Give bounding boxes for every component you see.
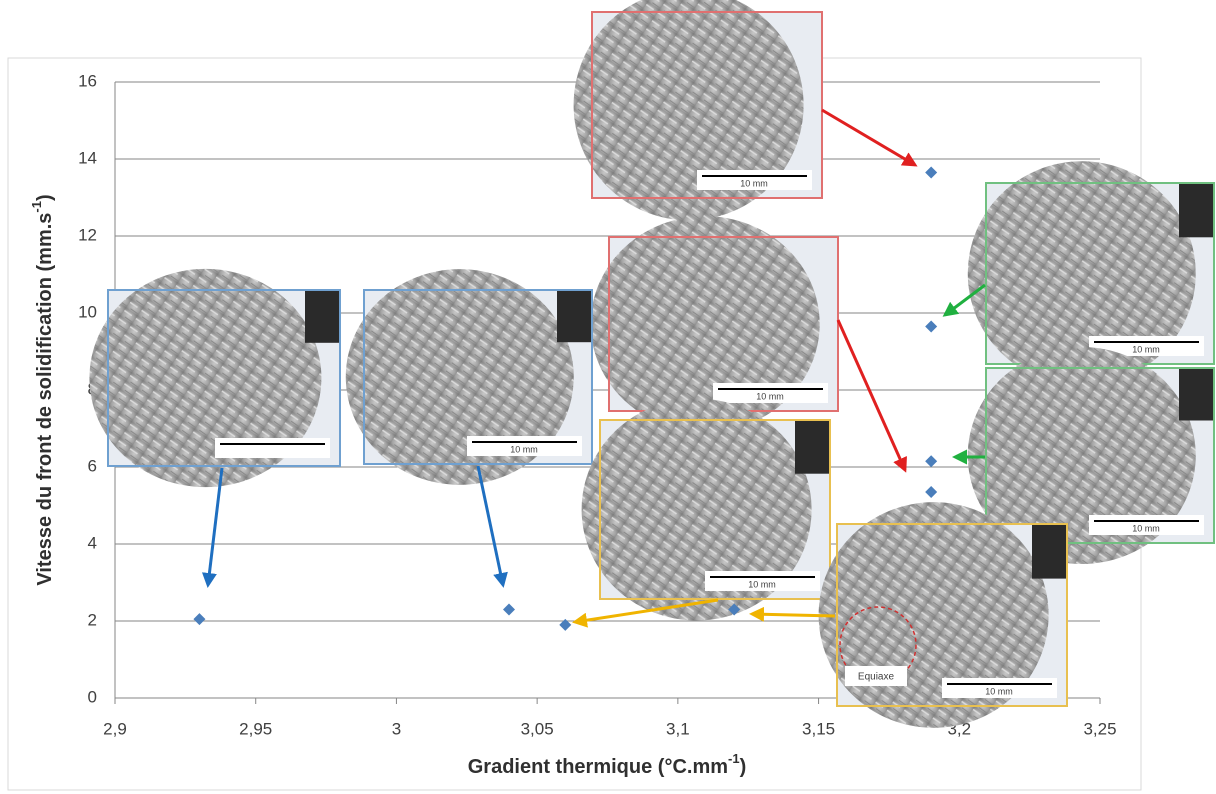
micrograph: 10 mm	[573, 0, 823, 221]
data-point	[925, 455, 938, 468]
scale-label: 10 mm	[1132, 523, 1160, 533]
micrograph: 10 mm	[967, 347, 1215, 564]
y-tick-label: 14	[78, 148, 97, 167]
x-axis-title: Gradient thermique (°C.mm-1)	[468, 751, 747, 778]
y-tick-label: 4	[88, 533, 97, 552]
micrograph-sample	[967, 347, 1196, 564]
scale-box	[215, 438, 330, 458]
scale-label: 10 mm	[756, 391, 784, 401]
arrow	[201, 467, 224, 588]
micrograph-shadow	[795, 420, 830, 474]
data-point	[193, 613, 206, 626]
micrograph-sample	[967, 161, 1196, 386]
y-tick-label: 0	[88, 687, 97, 706]
micrograph-frame	[985, 367, 1215, 544]
equiaxe-label: Equiaxe	[858, 672, 895, 683]
micrograph: 10 mm	[581, 398, 831, 621]
data-point	[559, 618, 572, 631]
micrograph-frame	[107, 289, 341, 467]
scale-label: 10 mm	[985, 686, 1013, 696]
scale-label: 10 mm	[740, 178, 768, 188]
micrograph: 10 mm	[345, 269, 593, 485]
arrow	[572, 598, 719, 628]
y-tick-label: 6	[88, 456, 97, 475]
micrograph: 10 mm	[967, 161, 1215, 386]
micrograph-sample	[581, 398, 812, 621]
arrow	[821, 108, 918, 167]
micrograph-sample	[89, 268, 322, 488]
x-tick-label: 3,15	[802, 719, 835, 738]
x-tick-label: 3,1	[666, 719, 690, 738]
micrograph-shadow	[1032, 524, 1067, 579]
x-tick-label: 3	[392, 719, 401, 738]
x-tick-label: 3,25	[1083, 719, 1116, 738]
micrograph-shadow	[305, 290, 340, 343]
scale-label: 10 mm	[1132, 344, 1160, 354]
x-tick-label: 2,95	[239, 719, 272, 738]
micrograph	[89, 268, 341, 488]
data-point	[925, 486, 938, 499]
arrow	[836, 319, 907, 473]
x-tick-label: 2,9	[103, 719, 127, 738]
y-tick-label: 12	[78, 225, 97, 244]
arrow	[476, 465, 508, 588]
data-point	[925, 320, 938, 333]
micrograph-sample	[345, 269, 574, 485]
arrow	[942, 283, 986, 317]
y-tick-label: 16	[78, 71, 97, 90]
equiaxe-box	[845, 666, 907, 686]
micrograph: 10 mm	[590, 216, 839, 432]
y-tick-label: 10	[78, 302, 97, 321]
micrograph-frame	[591, 11, 823, 199]
micrograph-sample	[573, 0, 804, 221]
x-tick-label: 3,05	[521, 719, 554, 738]
data-point	[728, 603, 741, 616]
data-point	[925, 166, 938, 179]
y-axis-title: Vitesse du front de solidification (mm.s…	[29, 194, 56, 585]
micrograph-frame	[836, 523, 1068, 707]
micrograph-sample	[590, 216, 820, 432]
scale-label: 10 mm	[510, 444, 538, 454]
data-point	[503, 603, 515, 616]
micrograph-frame	[363, 289, 593, 465]
micrograph-shadow	[557, 290, 592, 343]
arrow	[749, 606, 836, 622]
micrograph-shadow	[1179, 368, 1214, 421]
scale-label: 10 mm	[748, 579, 776, 589]
micrograph-shadow	[1179, 183, 1214, 238]
y-tick-label: 2	[88, 610, 97, 629]
